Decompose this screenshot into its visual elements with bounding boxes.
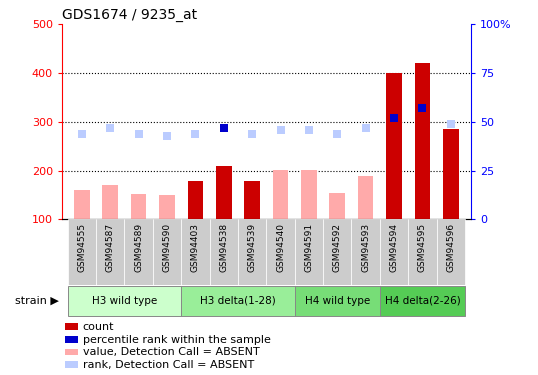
Point: [276, 127, 285, 133]
Text: GSM94587: GSM94587: [105, 223, 115, 272]
Bar: [181, 219, 209, 285]
Bar: [244, 182, 260, 219]
Bar: [209, 219, 238, 285]
Bar: [65, 362, 77, 368]
Bar: [295, 219, 323, 285]
Bar: [408, 219, 437, 285]
Point: [305, 127, 313, 133]
Text: rank, Detection Call = ABSENT: rank, Detection Call = ABSENT: [83, 360, 254, 370]
Point: [191, 130, 200, 136]
Bar: [329, 193, 345, 219]
Text: GSM94594: GSM94594: [390, 223, 399, 272]
Text: H4 wild type: H4 wild type: [305, 296, 370, 306]
Bar: [65, 323, 77, 330]
Bar: [181, 286, 295, 316]
Bar: [65, 336, 77, 343]
Text: GSM94593: GSM94593: [361, 223, 370, 272]
Text: H4 delta(2-26): H4 delta(2-26): [385, 296, 461, 306]
Text: value, Detection Call = ABSENT: value, Detection Call = ABSENT: [83, 347, 259, 357]
Point: [220, 125, 228, 131]
Bar: [386, 73, 402, 219]
Point: [390, 115, 398, 121]
Bar: [301, 170, 317, 219]
Text: GSM94590: GSM94590: [162, 223, 172, 272]
Bar: [68, 219, 96, 285]
Bar: [216, 166, 231, 219]
Point: [134, 130, 143, 136]
Bar: [65, 349, 77, 355]
Point: [106, 125, 115, 131]
Point: [248, 130, 257, 136]
Bar: [68, 286, 181, 316]
Bar: [159, 195, 175, 219]
Point: [162, 132, 171, 138]
Bar: [323, 219, 351, 285]
Text: GSM94592: GSM94592: [333, 223, 342, 272]
Bar: [124, 219, 153, 285]
Bar: [238, 219, 266, 285]
Text: GSM94589: GSM94589: [134, 223, 143, 272]
Text: GSM94403: GSM94403: [191, 223, 200, 272]
Point: [447, 121, 455, 127]
Text: GSM94555: GSM94555: [77, 223, 86, 272]
Text: GSM94540: GSM94540: [276, 223, 285, 272]
Bar: [443, 129, 459, 219]
Text: H3 wild type: H3 wild type: [91, 296, 157, 306]
Bar: [295, 286, 380, 316]
Bar: [102, 185, 118, 219]
Point: [77, 130, 86, 136]
Text: GSM94539: GSM94539: [247, 223, 257, 272]
Text: strain ▶: strain ▶: [15, 296, 59, 306]
Bar: [358, 176, 373, 219]
Point: [333, 130, 342, 136]
Bar: [188, 182, 203, 219]
Bar: [437, 219, 465, 285]
Text: GDS1674 / 9235_at: GDS1674 / 9235_at: [62, 8, 197, 22]
Text: count: count: [83, 322, 114, 332]
Point: [362, 125, 370, 131]
Bar: [380, 219, 408, 285]
Text: GSM94591: GSM94591: [305, 223, 314, 272]
Bar: [351, 219, 380, 285]
Bar: [380, 286, 465, 316]
Bar: [74, 190, 89, 219]
Text: GSM94596: GSM94596: [447, 223, 455, 272]
Point: [418, 105, 427, 111]
Bar: [415, 63, 430, 219]
Text: percentile rank within the sample: percentile rank within the sample: [83, 334, 271, 345]
Bar: [273, 170, 288, 219]
Text: GSM94538: GSM94538: [219, 223, 228, 272]
Text: H3 delta(1-28): H3 delta(1-28): [200, 296, 276, 306]
Text: GSM94595: GSM94595: [418, 223, 427, 272]
Bar: [131, 194, 146, 219]
Bar: [266, 219, 295, 285]
Bar: [153, 219, 181, 285]
Bar: [96, 219, 124, 285]
